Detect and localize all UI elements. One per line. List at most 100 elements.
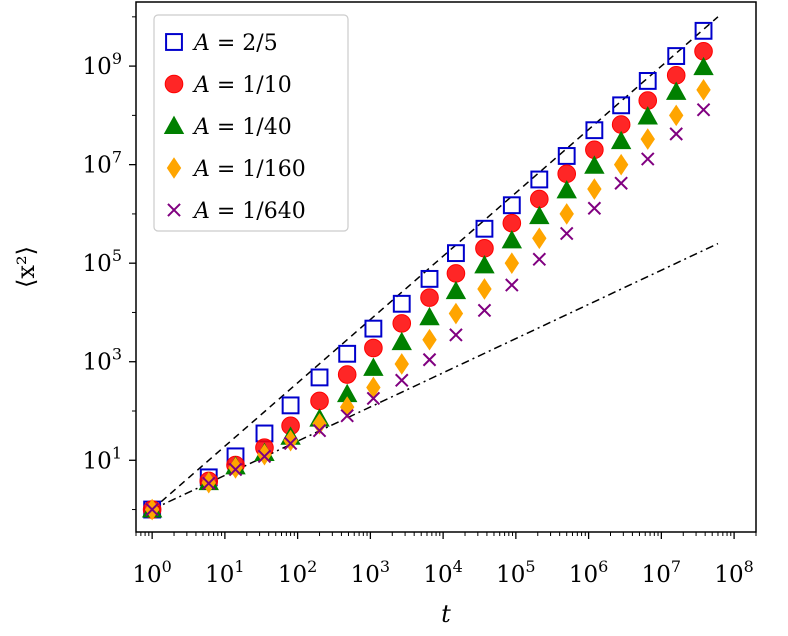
legend-label: A = 2/5	[192, 31, 278, 56]
data-point	[228, 462, 243, 477]
data-point	[669, 104, 684, 127]
data-point	[445, 280, 467, 300]
data-point	[640, 128, 655, 150]
data-point	[530, 189, 549, 209]
data-point	[532, 252, 547, 267]
data-points	[141, 21, 714, 521]
data-point	[557, 147, 576, 165]
data-point	[283, 436, 298, 451]
data-point	[449, 328, 463, 342]
y-tick-label: 101	[83, 443, 122, 474]
reference-line-dashed	[151, 16, 719, 511]
x-tick-label: 100	[132, 557, 171, 588]
data-point	[312, 412, 327, 435]
legend-item: A = 1/640	[167, 199, 306, 224]
legend-label: A = 1/40	[192, 115, 292, 140]
legend-marker	[166, 157, 182, 179]
data-point	[696, 103, 711, 117]
data-point	[532, 227, 547, 250]
legend-box	[153, 14, 349, 232]
data-point	[694, 21, 713, 40]
axis-ticks: 100 101 102 103 104 105 106 107 108 101 103 105 107 1…	[83, 16, 757, 588]
data-point	[420, 288, 439, 307]
series-4	[145, 103, 711, 517]
x-tick-label: 101	[205, 557, 244, 588]
data-point	[666, 81, 687, 100]
data-point	[312, 423, 327, 438]
data-point	[422, 328, 437, 351]
x-tick-label: 107	[642, 557, 681, 588]
data-point	[420, 269, 439, 288]
data-point	[394, 373, 409, 388]
data-point	[556, 180, 577, 199]
x-tick-label: 104	[423, 557, 462, 588]
data-point	[612, 96, 631, 115]
data-point	[529, 205, 550, 225]
data-point	[559, 226, 574, 241]
data-point	[364, 338, 383, 358]
data-point	[447, 244, 465, 263]
data-point	[613, 153, 629, 176]
data-point	[391, 331, 412, 351]
legend-item: A = 1/10	[164, 73, 292, 98]
data-point	[337, 365, 357, 384]
data-point	[392, 314, 412, 333]
y-axis-title: ⟨x²⟩	[12, 246, 40, 288]
data-point	[366, 391, 381, 406]
data-point	[638, 72, 657, 90]
legend-marker	[167, 203, 181, 217]
legend-item: A = 2/5	[165, 31, 278, 56]
data-point	[419, 306, 440, 326]
data-point	[281, 396, 300, 415]
data-point	[696, 79, 711, 101]
data-point	[637, 106, 658, 125]
y-tick-label: 105	[83, 246, 122, 277]
y-tick-label: 107	[83, 148, 122, 179]
y-tick-label: 109	[83, 49, 122, 80]
data-point	[502, 196, 521, 215]
data-point	[340, 409, 354, 423]
x-tick-label: 105	[496, 557, 535, 588]
legend-marker	[165, 33, 183, 51]
data-point	[257, 449, 272, 464]
data-point	[667, 47, 686, 65]
data-point	[475, 239, 494, 258]
legend-item: A = 1/160	[166, 157, 306, 182]
data-point	[587, 178, 602, 200]
data-point	[474, 255, 495, 274]
data-point	[448, 302, 464, 325]
data-point	[502, 213, 522, 233]
data-point	[446, 264, 466, 283]
data-point	[475, 219, 494, 238]
legend: A = 2/5 A = 1/10 A = 1/40 A = 1/160 A = 1/64…	[153, 14, 349, 232]
data-point	[557, 164, 577, 184]
legend-label: A = 1/10	[192, 73, 292, 98]
reference-line-dash-dot	[151, 242, 719, 511]
x-tick-label: 103	[351, 557, 390, 588]
data-point	[610, 130, 632, 150]
x-axis-title: t	[441, 600, 451, 628]
x-tick-label: 102	[278, 557, 317, 588]
data-point	[310, 391, 329, 411]
data-point	[611, 115, 631, 134]
data-point	[587, 201, 602, 216]
plot-frame	[135, 1, 757, 533]
data-point	[640, 152, 655, 166]
data-point	[505, 278, 519, 292]
data-point	[477, 303, 492, 318]
data-point	[394, 353, 409, 375]
data-point	[392, 294, 411, 313]
data-point	[669, 127, 683, 141]
data-point	[477, 278, 492, 300]
data-point	[693, 56, 714, 76]
data-point	[501, 230, 523, 249]
legend-marker	[163, 115, 185, 134]
legend-label: A = 1/640	[192, 199, 306, 224]
data-point	[145, 502, 159, 517]
x-tick-label: 108	[714, 557, 753, 588]
y-tick-label: 103	[83, 345, 122, 376]
data-point	[559, 203, 574, 225]
data-point	[201, 476, 216, 491]
legend-item: A = 1/40	[163, 115, 292, 140]
data-point	[614, 176, 628, 190]
